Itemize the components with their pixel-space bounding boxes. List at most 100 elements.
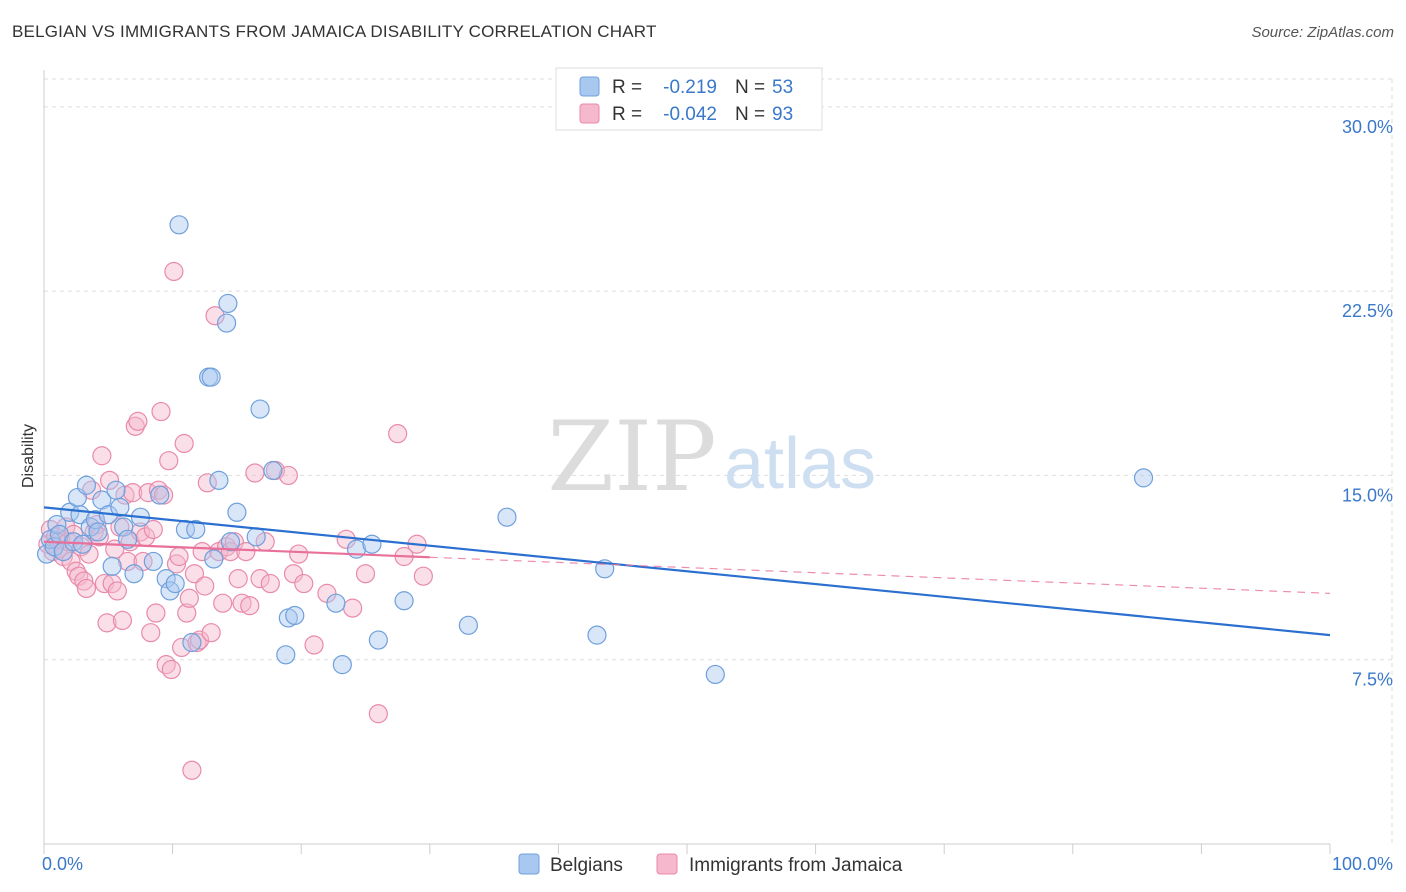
jamaica-point: [184, 564, 205, 584]
belgian-point: [458, 615, 478, 635]
jamaica-point: [368, 704, 388, 724]
jamaica-point: [201, 623, 221, 643]
belgian-point: [246, 527, 266, 547]
stats-swatch-pink: [579, 103, 600, 124]
trendline-jamaica: [43, 540, 430, 559]
jamaica-point: [169, 546, 189, 567]
belgian-point: [276, 645, 296, 665]
legend-label-belgians[interactable]: Belgians: [550, 855, 623, 876]
source-label: Source: ZipAtlas.com: [1251, 24, 1394, 41]
jamaica-point: [107, 581, 127, 601]
axes: [43, 70, 1331, 854]
bottom-legend: Belgians Immigrants from Jamaica: [518, 853, 903, 876]
jamaica-point: [304, 635, 324, 655]
jamaica-point: [413, 566, 433, 586]
belgian-point: [182, 632, 202, 653]
belgian-point: [497, 507, 517, 527]
jamaica-point: [61, 551, 81, 572]
belgian-point: [227, 502, 247, 522]
jamaica-point: [125, 416, 145, 436]
belgian-point: [106, 480, 126, 500]
stats-n-label-2: N =: [735, 104, 765, 125]
belgian-point: [114, 517, 134, 537]
belgian-point: [169, 215, 189, 235]
watermark-atlas: atlas: [724, 424, 876, 504]
jamaica-point: [112, 610, 133, 631]
jamaica-point: [115, 485, 135, 505]
gridlines: [44, 78, 1393, 844]
jamaica-point: [177, 603, 197, 623]
belgian-point: [326, 593, 346, 613]
jamaica-point: [159, 451, 179, 471]
jamaica-point: [92, 446, 112, 466]
trendlines: [43, 506, 1331, 637]
belgian-point: [88, 522, 108, 542]
x-tick-label: 100.0%: [1332, 854, 1393, 874]
stats-r-value-1: -0.219: [663, 77, 717, 98]
jamaica-point: [174, 433, 194, 454]
belgian-point: [332, 655, 352, 675]
jamaica-point: [99, 470, 120, 490]
jamaica-point: [220, 541, 241, 562]
jamaica-point: [343, 598, 363, 618]
jamaica-point: [161, 659, 181, 680]
jamaica-point: [146, 603, 166, 623]
jamaica-point: [294, 573, 314, 594]
x-tick-label: 0.0%: [42, 854, 83, 874]
legend-swatch-jamaica[interactable]: [656, 853, 678, 875]
stats-r-label-2: R =: [612, 104, 642, 125]
belgian-point: [220, 532, 241, 552]
stats-r-label-1: R =: [612, 77, 642, 98]
belgian-point: [218, 293, 238, 314]
jamaica-point: [151, 401, 171, 422]
jamaica-point: [250, 569, 270, 589]
stats-swatch-blue: [579, 76, 600, 97]
jamaica-point: [123, 483, 143, 503]
jamaica-point: [172, 637, 192, 658]
belgian-point: [705, 664, 725, 685]
jamaica-point: [197, 473, 217, 493]
jamaica-point: [182, 760, 202, 780]
y-tick-label: 30.0%: [1342, 117, 1393, 137]
jamaica-point: [166, 554, 187, 574]
belgian-point: [150, 485, 170, 505]
series-points: [36, 215, 1154, 780]
jamaica-point: [289, 544, 309, 564]
belgian-point: [587, 625, 607, 645]
jamaica-point: [245, 463, 265, 483]
jamaica-point: [187, 632, 207, 653]
belgian-point: [143, 551, 163, 572]
jamaica-point: [388, 424, 408, 444]
belgian-point: [250, 399, 270, 419]
jamaica-point: [232, 593, 252, 613]
jamaica-point: [79, 544, 99, 564]
belgian-point: [209, 470, 229, 490]
jamaica-point: [179, 588, 199, 608]
jamaica-point: [164, 261, 184, 282]
stats-r-value-2: -0.042: [663, 104, 717, 125]
y-tick-label: 7.5%: [1352, 670, 1393, 690]
jamaica-point: [117, 551, 138, 572]
jamaica-point: [141, 623, 161, 643]
chart-title: BELGIAN VS IMMIGRANTS FROM JAMAICA DISAB…: [12, 22, 657, 41]
belgian-point: [36, 544, 57, 564]
legend-swatch-belgians[interactable]: [518, 853, 540, 875]
jamaica-point: [190, 630, 210, 650]
belgian-point: [394, 591, 414, 611]
belgian-point: [263, 460, 283, 481]
jamaica-point: [240, 596, 260, 616]
legend-label-jamaica[interactable]: Immigrants from Jamaica: [689, 855, 903, 876]
belgian-point: [102, 556, 122, 576]
belgian-point: [217, 313, 237, 333]
jamaica-point: [195, 576, 215, 596]
jamaica-point: [205, 306, 225, 326]
belgian-point: [165, 573, 185, 594]
jamaica-point: [74, 571, 94, 591]
stats-legend-box: R = -0.219 N = 53 R = -0.042 N = 93: [555, 67, 823, 131]
trendline-belgians: [43, 506, 1331, 637]
belgian-point: [76, 475, 97, 495]
trendline-jamaica-extrapolated: [429, 556, 1331, 594]
belgian-point: [117, 529, 138, 549]
watermark: ZIP atlas: [547, 401, 876, 513]
